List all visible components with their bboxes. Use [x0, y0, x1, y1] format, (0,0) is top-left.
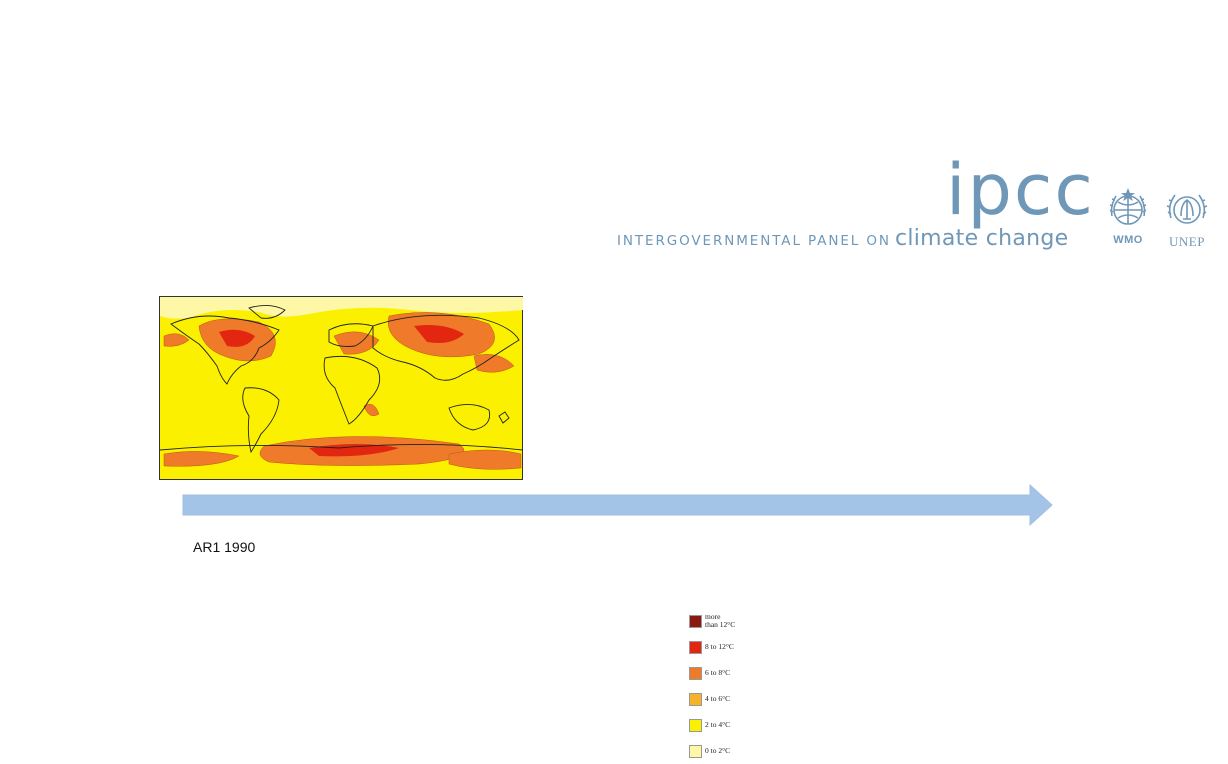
legend-label: 6 to 8°C	[705, 668, 731, 677]
wmo-logo: WMO	[1102, 186, 1154, 250]
timeline-label: AR1 1990	[193, 539, 256, 555]
wmo-emblem-icon	[1109, 188, 1147, 225]
legend-swatch	[689, 718, 702, 732]
legend-label: 2 to 4°C	[705, 720, 731, 729]
legend-swatch	[689, 640, 702, 654]
legend-item: 6 to 8°C	[689, 660, 749, 686]
legend-label: 0 to 2°C	[705, 746, 731, 755]
legend-label: more than 12°C	[705, 612, 736, 629]
legend-item: 0 to 2°C	[689, 738, 749, 764]
map-legend: more than 12°C 8 to 12°C 6 to 8°C 4 to 6…	[689, 608, 749, 764]
world-map-image	[159, 296, 524, 480]
unep-emblem-icon	[1166, 194, 1208, 224]
legend-swatch	[689, 744, 702, 758]
legend-swatch	[689, 666, 702, 680]
legend-item: 8 to 12°C	[689, 634, 749, 660]
legend-item: more than 12°C	[689, 608, 749, 634]
tagline-emphasis: climate change	[894, 226, 1069, 251]
legend-swatch	[689, 692, 702, 706]
legend-swatch	[689, 614, 702, 628]
unep-logo: UNEP	[1161, 186, 1213, 250]
legend-item: 4 to 6°C	[689, 686, 749, 712]
tagline-prefix: INTERGOVERNMENTAL PANEL ON	[617, 233, 891, 249]
ipcc-tagline: INTERGOVERNMENTAL PANEL ON climate chang…	[617, 226, 1068, 251]
world-temperature-map: more than 12°C 8 to 12°C 6 to 8°C 4 to 6…	[159, 296, 735, 758]
legend-item: 2 to 4°C	[689, 712, 749, 738]
legend-label: 4 to 6°C	[705, 694, 731, 703]
legend-label: 8 to 12°C	[705, 642, 734, 651]
wmo-label: WMO	[1113, 234, 1143, 246]
timeline-arrow	[182, 484, 1053, 526]
ipcc-logo-word: ipcc	[946, 149, 1095, 231]
unep-label: UNEP	[1169, 234, 1205, 249]
